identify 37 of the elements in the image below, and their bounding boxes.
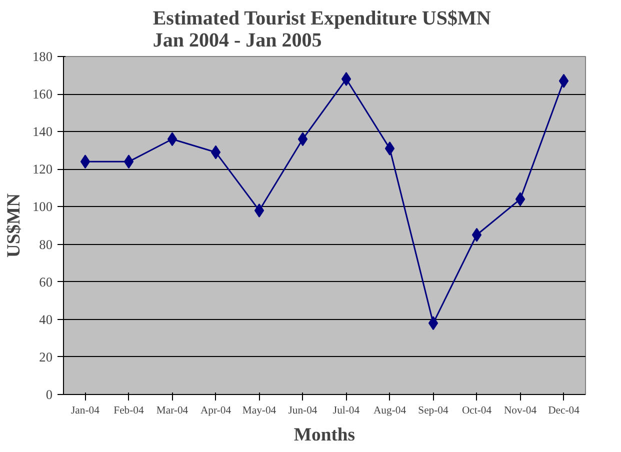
point xyxy=(515,192,526,206)
x-tick-label: Jul-04 xyxy=(332,406,360,416)
chart-title: Estimated Tourist Expenditure US$MN Jan 2004 - Jan 2005 xyxy=(152,8,492,52)
y-tick-label: 0 xyxy=(46,387,53,402)
y-tick-label: 160 xyxy=(32,86,53,102)
x-tick-label: May-04 xyxy=(242,406,277,416)
x-tick-label: Apr-04 xyxy=(200,406,232,416)
y-tick-label: 60 xyxy=(39,274,53,290)
x-tick-label: Jun-04 xyxy=(288,406,318,416)
y-tick-label: 40 xyxy=(39,312,53,327)
point xyxy=(341,72,352,86)
point xyxy=(167,132,178,146)
x-tick-label: Oct-04 xyxy=(462,406,492,416)
x-tick-label: Sep-04 xyxy=(418,406,450,416)
y-tick-label: 180 xyxy=(32,49,53,64)
y-tick-label: 100 xyxy=(32,199,53,214)
x-tick-label: Jan-04 xyxy=(71,406,100,416)
y-tick-label: 20 xyxy=(39,349,53,364)
x-axis-title: Months xyxy=(294,424,356,446)
point xyxy=(384,142,395,156)
x-tick-label: Aug-04 xyxy=(373,406,407,416)
x-tick-label: Feb-04 xyxy=(114,406,145,416)
y-tick-label: 140 xyxy=(32,124,53,140)
x-tick-label: Dec-04 xyxy=(548,406,580,416)
point xyxy=(298,132,308,146)
x-tick-label: Nov-04 xyxy=(504,406,538,416)
point xyxy=(472,228,482,242)
y-tick-label: 120 xyxy=(32,162,53,177)
y-tick-label: 80 xyxy=(39,236,53,252)
point xyxy=(254,203,264,218)
point xyxy=(124,154,134,169)
point xyxy=(558,74,569,88)
point xyxy=(210,145,221,160)
point xyxy=(428,316,438,330)
y-axis-title: US$MN xyxy=(4,192,25,258)
x-tick-label: Mar-04 xyxy=(156,406,189,416)
point xyxy=(80,154,90,169)
